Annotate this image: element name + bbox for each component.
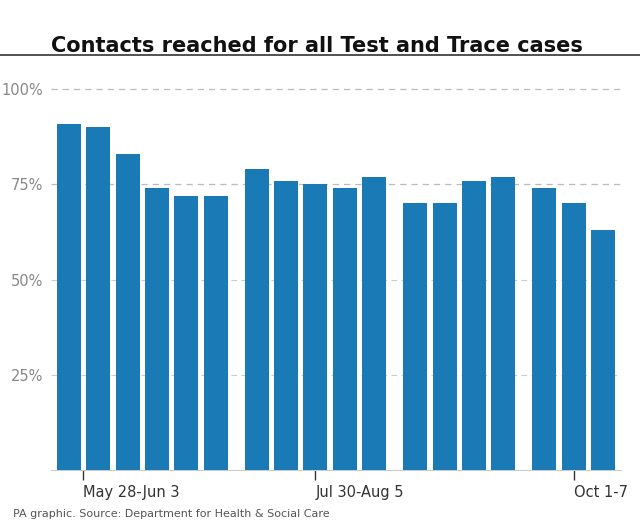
Bar [562, 204, 586, 470]
Bar [86, 127, 110, 470]
Bar [303, 184, 328, 470]
Bar [532, 188, 557, 470]
Bar [462, 181, 486, 470]
Bar [115, 154, 140, 470]
Bar [57, 124, 81, 470]
Text: PA graphic. Source: Department for Health & Social Care: PA graphic. Source: Department for Healt… [13, 509, 330, 519]
Bar [362, 177, 386, 470]
Bar [591, 230, 615, 470]
Bar [274, 181, 298, 470]
Bar [492, 177, 515, 470]
Bar [145, 188, 169, 470]
Bar [333, 188, 357, 470]
Bar [204, 196, 228, 470]
Bar [433, 204, 457, 470]
Text: Contacts reached for all Test and Trace cases: Contacts reached for all Test and Trace … [51, 35, 583, 55]
Bar [174, 196, 198, 470]
Bar [403, 204, 428, 470]
Bar [244, 169, 269, 470]
